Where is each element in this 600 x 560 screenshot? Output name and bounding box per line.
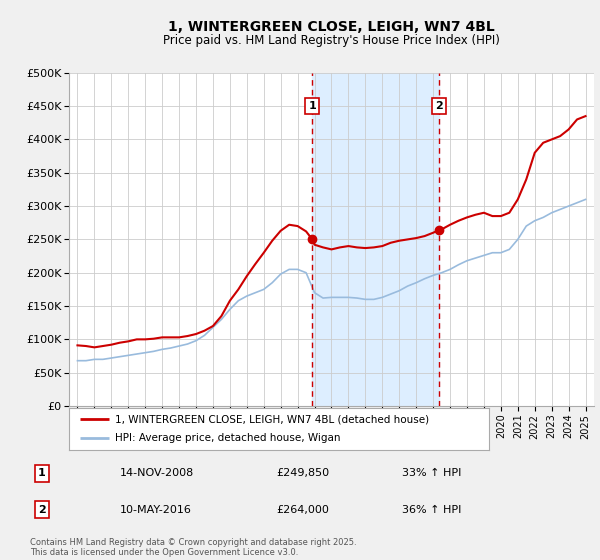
Text: 1, WINTERGREEN CLOSE, LEIGH, WN7 4BL: 1, WINTERGREEN CLOSE, LEIGH, WN7 4BL	[168, 20, 495, 34]
Text: 1, WINTERGREEN CLOSE, LEIGH, WN7 4BL (detached house): 1, WINTERGREEN CLOSE, LEIGH, WN7 4BL (de…	[115, 414, 430, 424]
Text: 14-NOV-2008: 14-NOV-2008	[120, 468, 194, 478]
Text: 1: 1	[308, 101, 316, 111]
Bar	[313, 73, 439, 406]
Text: 33% ↑ HPI: 33% ↑ HPI	[402, 468, 461, 478]
Text: £264,000: £264,000	[276, 505, 329, 515]
Text: 2: 2	[38, 505, 46, 515]
Text: HPI: Average price, detached house, Wigan: HPI: Average price, detached house, Wiga…	[115, 433, 341, 444]
Text: Price paid vs. HM Land Registry's House Price Index (HPI): Price paid vs. HM Land Registry's House …	[163, 34, 500, 46]
Text: 36% ↑ HPI: 36% ↑ HPI	[402, 505, 461, 515]
Text: 2: 2	[436, 101, 443, 111]
Text: Contains HM Land Registry data © Crown copyright and database right 2025.
This d: Contains HM Land Registry data © Crown c…	[30, 538, 356, 557]
Text: £249,850: £249,850	[276, 468, 329, 478]
Text: 1: 1	[38, 468, 46, 478]
Text: 10-MAY-2016: 10-MAY-2016	[120, 505, 192, 515]
